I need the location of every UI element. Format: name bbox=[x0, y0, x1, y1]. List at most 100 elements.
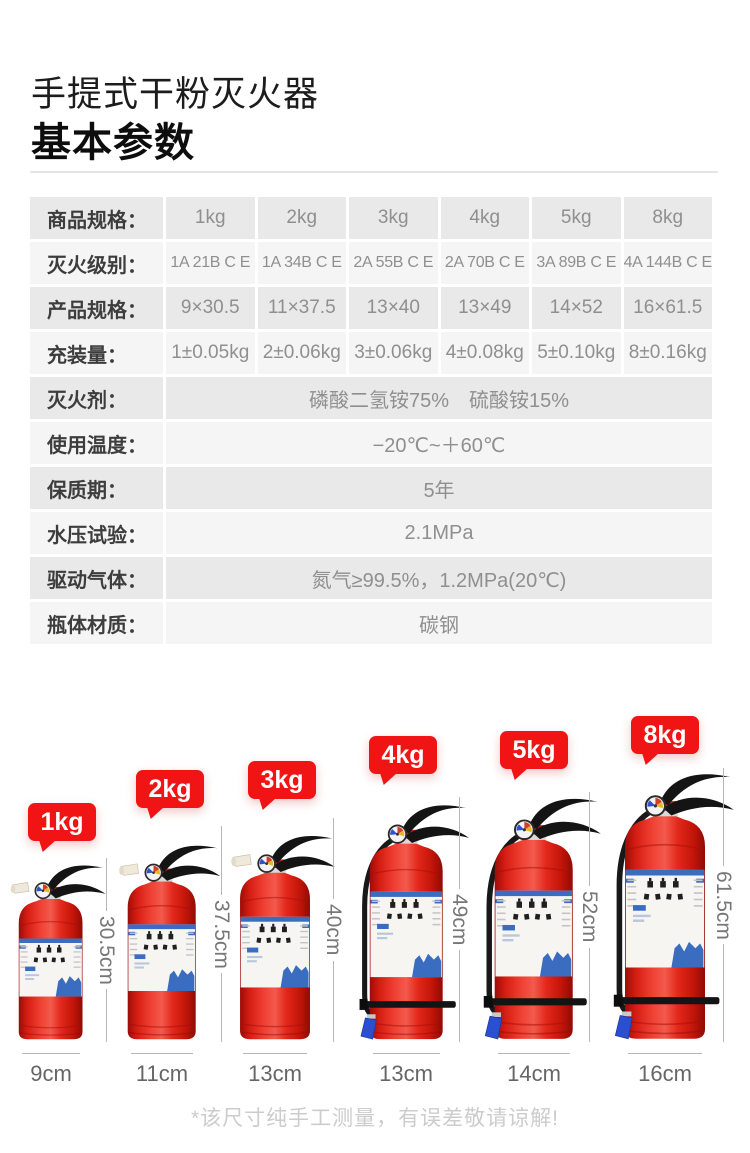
height-measure: 30.5cm bbox=[93, 858, 119, 1042]
measure-line bbox=[220, 826, 222, 895]
dome-seam bbox=[370, 868, 443, 875]
spec-cell-merged: 2.1MPa bbox=[166, 512, 712, 554]
hose-connector bbox=[491, 1012, 502, 1018]
bubble-tail bbox=[39, 840, 56, 852]
product-label bbox=[625, 869, 705, 968]
squeeze-lever bbox=[49, 884, 106, 899]
header-divider bbox=[30, 171, 718, 173]
size-bubble-label: 4kg bbox=[381, 740, 425, 769]
squeeze-lever bbox=[273, 856, 336, 873]
pressure-gauge bbox=[144, 863, 163, 882]
carry-handle bbox=[401, 805, 466, 834]
size-bubble-label: 2kg bbox=[148, 774, 192, 803]
extinguisher-figure-2kg bbox=[114, 838, 223, 1047]
spec-cell: 2A 55B C E bbox=[349, 242, 438, 284]
height-label: 30.5cm bbox=[95, 915, 118, 985]
strap-buckle bbox=[484, 995, 493, 1008]
page-title: 手提式干粉灭火器 bbox=[31, 75, 320, 114]
product-label bbox=[240, 916, 310, 988]
squeeze-lever bbox=[404, 826, 469, 843]
collar bbox=[394, 838, 418, 844]
carry-handle bbox=[158, 845, 218, 872]
spec-cell: 1A 34B C E bbox=[257, 242, 346, 284]
spec-row-label: 保质期： bbox=[30, 467, 163, 509]
measure-line bbox=[243, 1053, 307, 1054]
spec-cell: 14×52 bbox=[532, 287, 621, 329]
height-measure: 52cm bbox=[576, 792, 602, 1043]
spec-cell: 1±0.05kg bbox=[166, 332, 255, 374]
measure-line bbox=[722, 768, 724, 866]
base-ridge bbox=[240, 1031, 310, 1036]
base-ridge bbox=[370, 1031, 442, 1036]
hose-nozzle bbox=[614, 1015, 633, 1040]
extinguisher-illustration bbox=[119, 845, 221, 1040]
spec-row-label: 产品规格： bbox=[30, 287, 163, 329]
spec-cell: 8kg bbox=[623, 197, 712, 239]
carry-handle bbox=[660, 774, 731, 806]
dome-seam bbox=[19, 920, 83, 927]
size-bubble: 3kg bbox=[248, 761, 316, 810]
extinguisher-figure-5kg bbox=[479, 790, 604, 1047]
pressure-gauge bbox=[644, 795, 666, 817]
bottom-ridge bbox=[240, 1023, 310, 1028]
spec-cell: 2kg bbox=[257, 197, 346, 239]
spec-cell-merged: 磷酸二氢铵75% 硫酸铵15% bbox=[166, 377, 712, 419]
height-label: 52cm bbox=[578, 891, 601, 943]
spec-cell-merged: −20℃~＋60℃ bbox=[166, 422, 712, 464]
bubble-tail bbox=[259, 798, 276, 810]
size-bubble-label: 5kg bbox=[512, 735, 556, 764]
width-label: 13cm bbox=[248, 1061, 302, 1086]
width-measure: 13cm bbox=[243, 1053, 307, 1087]
collar bbox=[521, 834, 547, 840]
spec-cell: 3kg bbox=[349, 197, 438, 239]
spec-cell: 5±0.10kg bbox=[532, 332, 621, 374]
width-label: 13cm bbox=[379, 1061, 433, 1086]
width-label: 11cm bbox=[135, 1061, 189, 1086]
hose-nozzle bbox=[485, 1015, 503, 1040]
height-measure: 40cm bbox=[320, 818, 346, 1043]
width-label: 16cm bbox=[638, 1061, 692, 1086]
base-ridge bbox=[19, 1032, 83, 1036]
spec-cell: 5kg bbox=[532, 197, 621, 239]
height-label: 61.5cm bbox=[712, 870, 735, 940]
spec-cell: 9×30.5 bbox=[166, 287, 255, 329]
bottom-ridge bbox=[19, 1024, 83, 1029]
squeeze-lever bbox=[663, 797, 734, 816]
nozzle-tip bbox=[10, 884, 16, 893]
collar bbox=[652, 810, 678, 817]
measure-line bbox=[332, 960, 334, 1043]
spec-cell-merged: 碳钢 bbox=[166, 602, 712, 644]
bubble-tail bbox=[147, 807, 164, 819]
measure-line bbox=[372, 1053, 440, 1054]
mounting-strap bbox=[617, 997, 720, 1005]
nozzle-tip bbox=[231, 857, 237, 867]
spec-row-label: 灭火剂： bbox=[30, 377, 163, 419]
spec-cell: 1kg bbox=[166, 197, 255, 239]
pressure-gauge bbox=[257, 854, 276, 873]
collar bbox=[40, 894, 62, 899]
spec-row-label: 使用温度： bbox=[30, 422, 163, 464]
spec-row-label: 商品规格： bbox=[30, 197, 163, 239]
size-bubble: 1kg bbox=[28, 803, 96, 852]
bottom-ridge bbox=[370, 1022, 442, 1027]
mounting-strap bbox=[362, 1001, 456, 1008]
extinguisher-illustration bbox=[484, 798, 602, 1040]
spec-row-label: 充装量： bbox=[30, 332, 163, 374]
spec-row-label: 灭火级别： bbox=[30, 242, 163, 284]
spec-row-label: 驱动气体： bbox=[30, 557, 163, 599]
extinguisher-illustration bbox=[231, 835, 336, 1040]
spec-cell: 4±0.08kg bbox=[440, 332, 529, 374]
bottom-ridge bbox=[495, 1020, 573, 1026]
dome-seam bbox=[625, 843, 705, 851]
spec-cell: 2±0.06kg bbox=[257, 332, 346, 374]
carry-handle bbox=[529, 798, 599, 830]
height-label: 40cm bbox=[322, 904, 345, 956]
measure-line bbox=[588, 947, 590, 1043]
measure-line bbox=[588, 792, 590, 887]
extinguisher-illustration bbox=[359, 805, 469, 1040]
spec-cell: 4kg bbox=[440, 197, 529, 239]
bottom-ridge bbox=[625, 1020, 705, 1026]
hose-nozzle bbox=[360, 1017, 377, 1040]
